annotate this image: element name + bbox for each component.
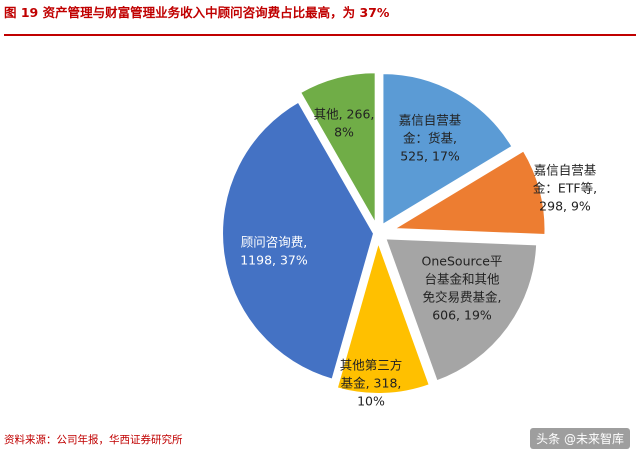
- slice-data-label: 顾问咨询费, 1198, 37%: [240, 234, 308, 267]
- slice-label-line: 其他第三方: [340, 357, 403, 372]
- slice-label-line: 606, 19%: [432, 307, 492, 322]
- slice-data-label: 嘉信自营基金：货基, 525, 17%: [399, 112, 462, 163]
- slice-label-line: 顾问咨询费,: [241, 234, 307, 249]
- pie-slice: [298, 71, 377, 229]
- slice-data-label: OneSource平台基金和其他免交易费基金, 606, 19%: [422, 253, 503, 322]
- slice-label-line: 1198, 37%: [240, 252, 308, 267]
- slice-label-line: 嘉信自营基: [399, 112, 462, 127]
- slice-label-line: 其他, 266,: [314, 106, 375, 121]
- slice-label-line: 免交易费基金,: [423, 289, 502, 304]
- slice-label-line: 金：ETF等,: [533, 180, 597, 195]
- figure-title: 图 19 资产管理与财富管理业务收入中顾问咨询费占比最高，为 37%: [4, 5, 390, 20]
- pie-slice: [221, 100, 376, 381]
- slice-data-label: 其他第三方基金, 318, 10%: [340, 357, 403, 408]
- slice-data-label: 嘉信自营基金：ETF等, 298, 9%: [533, 162, 597, 213]
- slice-label-line: 嘉信自营基: [534, 162, 597, 177]
- source-note: 资料来源：公司年报，华西证券研究所: [4, 434, 183, 446]
- slice-label-line: 10%: [357, 393, 385, 408]
- pie-slice: [381, 72, 514, 227]
- pie-slice: [390, 149, 547, 237]
- slice-data-label: 其他, 266, 8%: [314, 106, 375, 139]
- pie-slice: [335, 238, 432, 395]
- title-divider: [4, 34, 636, 36]
- pie-slice: [383, 237, 539, 383]
- slice-label-line: 298, 9%: [539, 198, 591, 213]
- slice-label-line: 525, 17%: [400, 148, 460, 163]
- slice-label-line: 台基金和其他: [424, 271, 500, 286]
- watermark: 头条 @未来智库: [530, 428, 630, 449]
- slice-label-line: 基金, 318,: [341, 375, 402, 390]
- slice-label-line: 金：货基,: [403, 130, 457, 145]
- slice-label-line: OneSource平: [422, 253, 503, 268]
- slice-label-line: 8%: [334, 124, 354, 139]
